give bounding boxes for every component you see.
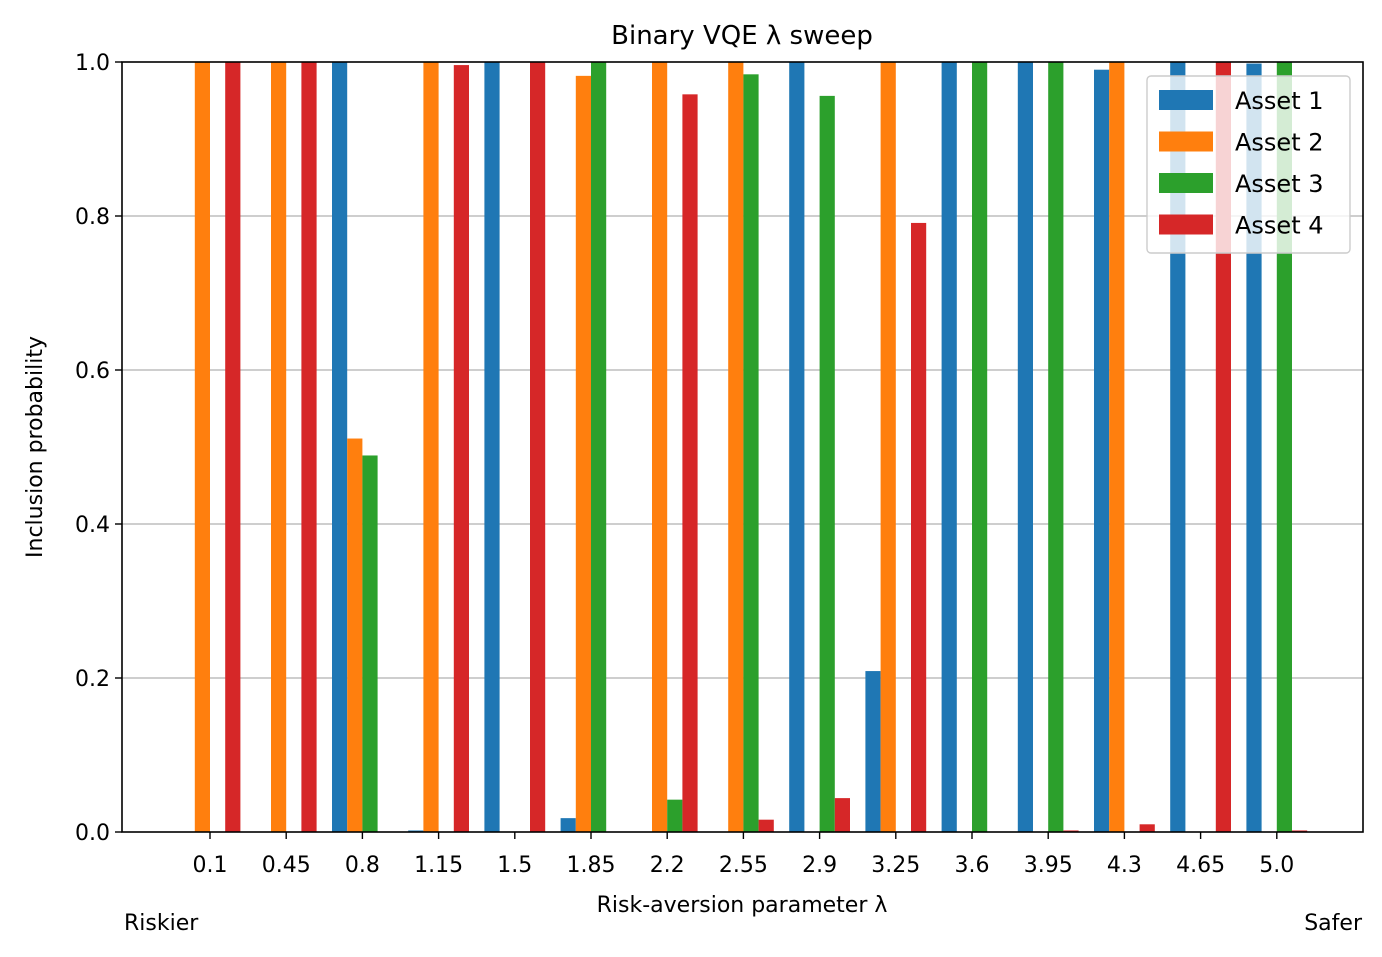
bar-asset-1-3.95 [1017, 62, 1033, 832]
bar-asset-3-2.9 [819, 95, 835, 832]
y-tick-label: 0.6 [75, 359, 110, 384]
x-tick-label: 2.55 [719, 853, 768, 878]
annotation-riskier: Riskier [124, 911, 199, 936]
legend-swatch [1159, 214, 1213, 235]
bar-asset-3-3.6 [972, 62, 988, 832]
bar-asset-3-5.0 [1276, 62, 1292, 832]
bar-asset-1-1.85 [560, 818, 576, 832]
bar-asset-4-1.5 [530, 62, 546, 832]
bar-asset-1-0.8 [332, 62, 348, 832]
bar-asset-1-5.0 [1246, 63, 1262, 833]
legend-label: Asset 4 [1235, 212, 1324, 240]
legend-box [1146, 75, 1351, 254]
bar-asset-4-2.2 [682, 94, 698, 833]
bars [194, 62, 1308, 833]
bar-asset-4-2.9 [834, 798, 850, 832]
bar-asset-2-1.15 [423, 62, 439, 832]
bar-asset-4-0.1 [225, 62, 241, 832]
bar-asset-4-4.65 [1215, 62, 1231, 832]
x-tick-label: 2.9 [802, 853, 837, 878]
y-axis: 0.0 0.2 0.4 0.6 0.8 1.0 [75, 51, 122, 846]
y-tick-label: 1.0 [75, 51, 110, 76]
y-tick-label: 0.0 [75, 821, 110, 846]
bar-asset-2-1.85 [575, 75, 591, 833]
x-tick-label: 3.95 [1024, 853, 1073, 878]
bar-asset-2-0.8 [347, 438, 363, 832]
x-tick-label: 1.85 [567, 853, 616, 878]
bar-asset-4-4.3 [1139, 824, 1155, 832]
plot-frame [121, 61, 1364, 833]
x-tick-label: 4.3 [1107, 853, 1142, 878]
bar-asset-3-2.2 [667, 799, 683, 832]
x-tick-label: 0.1 [193, 853, 228, 878]
bar-asset-3-2.55 [743, 74, 759, 832]
y-tick-label: 0.4 [75, 513, 110, 538]
legend: Asset 1 Asset 2 Asset 3 Asset 4 [1146, 75, 1351, 254]
legend-swatch [1159, 131, 1213, 152]
bar-asset-2-0.45 [271, 62, 287, 832]
bar-asset-3-3.95 [1048, 62, 1064, 832]
chart-title: Binary VQE λ sweep [611, 21, 873, 51]
bar-asset-1-1.5 [484, 62, 500, 832]
legend-label: Asset 3 [1235, 170, 1324, 198]
bar-asset-2-2.2 [652, 62, 668, 832]
x-tick-label: 1.5 [497, 853, 532, 878]
bar-asset-1-3.25 [865, 671, 881, 832]
bar-asset-2-4.3 [1109, 62, 1125, 832]
y-axis-label: Inclusion probability [23, 336, 48, 558]
x-axis: 0.1 0.45 0.8 1.15 1.5 1.85 2.2 2.55 2.9 3.25 3.6 3.… [193, 832, 1294, 878]
x-tick-label: 3.25 [871, 853, 920, 878]
bar-asset-4-2.55 [758, 819, 774, 832]
bar-asset-1-4.65 [1170, 62, 1186, 832]
bar-asset-4-0.45 [301, 62, 317, 832]
legend-swatch [1159, 173, 1213, 193]
legend-label: Asset 1 [1235, 87, 1324, 115]
legend-swatch [1159, 90, 1213, 110]
bar-asset-2-0.1 [194, 62, 210, 832]
y-tick-label: 0.8 [75, 205, 110, 230]
bar-asset-3-0.8 [362, 455, 378, 832]
bar-asset-1-3.6 [941, 62, 957, 832]
x-axis-label: Risk-aversion parameter λ [597, 893, 888, 918]
legend-label: Asset 2 [1235, 129, 1324, 157]
x-tick-label: 3.6 [955, 853, 990, 878]
x-tick-label: 0.45 [262, 853, 311, 878]
x-tick-label: 4.65 [1176, 853, 1225, 878]
bar-asset-3-1.85 [591, 62, 607, 832]
bar-asset-2-2.55 [728, 62, 744, 832]
bar-asset-4-1.15 [453, 65, 469, 832]
bar-asset-1-4.3 [1094, 69, 1110, 832]
bar-asset-1-2.9 [789, 62, 805, 832]
bar-asset-4-3.25 [911, 222, 927, 832]
annotation-safer: Safer [1304, 911, 1363, 936]
x-tick-label: 5.0 [1259, 853, 1294, 878]
x-tick-label: 0.8 [345, 853, 380, 878]
y-tick-label: 0.2 [75, 667, 110, 692]
bar-asset-2-3.25 [880, 62, 896, 832]
x-tick-label: 1.15 [414, 853, 463, 878]
x-tick-label: 2.2 [650, 853, 685, 878]
